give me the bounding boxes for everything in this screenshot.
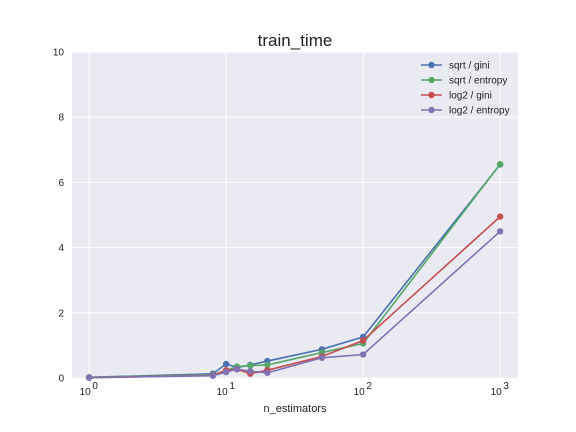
legend-marker xyxy=(428,106,435,114)
data-point xyxy=(359,337,367,344)
data-point xyxy=(247,367,254,375)
data-point xyxy=(264,369,271,376)
data-point xyxy=(264,361,271,369)
legend-item: sqrt / gini xyxy=(421,61,490,72)
legend-marker xyxy=(428,76,435,84)
data-point xyxy=(496,160,504,168)
data-point xyxy=(318,354,326,361)
series-layer xyxy=(85,160,504,381)
data-point xyxy=(233,365,241,373)
legend-label: sqrt / gini xyxy=(449,61,490,72)
data-point xyxy=(496,213,504,220)
y-tick-label: 2 xyxy=(58,308,64,319)
x-tick-label: 10 xyxy=(80,387,92,398)
y-tick-labels: 0 2 4 6 8 10 xyxy=(53,48,65,385)
data-point xyxy=(359,351,367,358)
x-tick-exponent: 2 xyxy=(366,381,372,392)
x-tick-exponent: 1 xyxy=(229,381,235,392)
x-tick-label: 10 xyxy=(354,387,366,398)
y-tick-label: 6 xyxy=(58,178,64,189)
data-point xyxy=(85,374,93,381)
series-log2-entropy xyxy=(85,228,504,381)
x-tick-exponent: 3 xyxy=(503,381,509,392)
x-tick-label: 10 xyxy=(217,387,229,398)
legend-label: log2 / entropy xyxy=(449,106,510,117)
plot-area xyxy=(72,52,518,378)
y-tick-label: 4 xyxy=(58,243,64,254)
legend-label: sqrt / entropy xyxy=(449,76,507,87)
data-point xyxy=(496,228,504,235)
x-axis-label: n_estimators xyxy=(264,403,327,415)
y-tick-label: 8 xyxy=(58,113,64,124)
legend-item: sqrt / entropy xyxy=(421,76,507,87)
data-point xyxy=(222,368,230,376)
data-point xyxy=(247,362,254,369)
y-tick-label: 0 xyxy=(58,374,64,385)
legend-item: log2 / entropy xyxy=(421,106,510,117)
legend-marker xyxy=(428,91,435,99)
legend-label: log2 / gini xyxy=(449,91,492,102)
x-tick-label: 10 xyxy=(491,387,503,398)
legend-item: log2 / gini xyxy=(421,91,492,102)
legend: sqrt / gini sqrt / entropy log2 / gini log2… xyxy=(421,61,510,117)
data-point xyxy=(209,372,217,379)
chart-title: train_time xyxy=(258,31,333,50)
y-tick-label: 10 xyxy=(53,48,65,59)
x-tick-exponent: 0 xyxy=(92,381,98,392)
legend-marker xyxy=(428,61,435,69)
data-point xyxy=(222,360,230,368)
